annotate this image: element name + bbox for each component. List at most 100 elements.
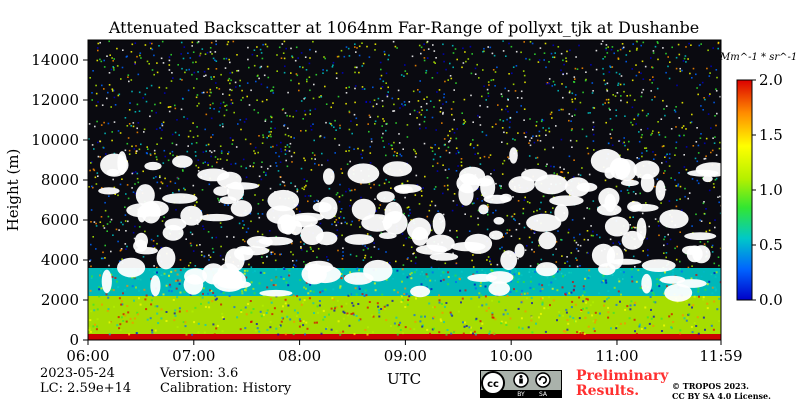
noise-dot — [162, 162, 165, 164]
noise-dot — [714, 219, 716, 221]
noise-dot — [575, 56, 577, 58]
layer-speckle — [629, 308, 632, 311]
layer-speckle — [663, 324, 666, 327]
noise-dot — [111, 139, 113, 142]
noise-dot — [455, 170, 458, 172]
noise-dot — [632, 43, 634, 45]
noise-dot — [455, 147, 458, 149]
layer-speckle — [459, 289, 462, 292]
layer-speckle — [304, 333, 306, 336]
noise-dot — [674, 247, 676, 250]
noise-dot — [488, 156, 490, 159]
layer-speckle — [253, 270, 256, 273]
noise-dot — [509, 121, 511, 123]
layer-speckle — [592, 301, 595, 304]
layer-speckle — [566, 319, 569, 322]
noise-dot — [522, 212, 524, 215]
noise-dot — [494, 71, 497, 73]
noise-dot — [277, 170, 280, 172]
noise-dot — [486, 88, 489, 91]
layer-speckle — [490, 269, 493, 272]
noise-dot — [537, 139, 539, 142]
layer-speckle — [305, 321, 308, 324]
layer-speckle — [552, 275, 555, 278]
noise-dot — [589, 112, 591, 114]
noise-dot — [495, 182, 497, 185]
noise-dot — [445, 149, 448, 152]
noise-dot — [477, 223, 480, 226]
layer-speckle — [520, 274, 523, 277]
noise-dot — [345, 150, 347, 152]
noise-dot — [322, 69, 324, 71]
layer-speckle — [373, 282, 376, 285]
noise-dot — [512, 66, 515, 68]
layer-speckle — [121, 303, 124, 306]
noise-dot — [476, 144, 479, 147]
noise-dot — [410, 246, 413, 248]
noise-dot — [361, 42, 363, 44]
noise-dot — [510, 45, 513, 48]
layer-speckle — [316, 305, 319, 308]
noise-dot — [254, 146, 257, 149]
noise-dot — [209, 47, 212, 49]
noise-dot — [486, 259, 488, 261]
noise-dot — [635, 49, 638, 51]
layer-speckle — [644, 306, 647, 309]
noise-dot — [450, 77, 453, 80]
layer-speckle — [532, 288, 535, 290]
noise-dot — [261, 213, 264, 215]
noise-dot — [303, 261, 305, 263]
noise-dot — [91, 92, 93, 94]
noise-dot — [335, 77, 338, 79]
noise-dot — [718, 264, 720, 267]
layer-speckle — [298, 325, 301, 328]
noise-dot — [234, 81, 237, 84]
layer-speckle — [116, 280, 118, 283]
layer-speckle — [515, 270, 518, 273]
layer-speckle — [523, 292, 526, 295]
noise-dot — [135, 145, 137, 147]
noise-dot — [592, 230, 594, 233]
layer-speckle — [393, 289, 396, 292]
layer-speckle — [258, 282, 261, 285]
layer-speckle — [207, 292, 210, 295]
noise-dot — [348, 150, 350, 152]
layer-speckle — [539, 312, 542, 315]
noise-dot — [635, 74, 638, 77]
noise-dot — [571, 128, 573, 130]
noise-dot — [704, 157, 707, 160]
noise-dot — [402, 244, 405, 247]
layer-speckle — [296, 295, 299, 298]
layer-speckle — [521, 327, 524, 330]
noise-dot — [619, 243, 621, 245]
layer-speckle — [221, 316, 224, 319]
layer-speckle — [549, 304, 551, 307]
noise-dot — [227, 204, 229, 206]
noise-dot — [334, 221, 336, 223]
noise-dot — [418, 91, 421, 93]
cloud-patch — [300, 224, 324, 246]
noise-dot — [624, 144, 626, 147]
noise-dot — [385, 72, 388, 75]
noise-dot — [604, 83, 607, 86]
layer-speckle — [634, 301, 637, 304]
noise-dot — [464, 213, 466, 215]
noise-dot — [662, 145, 665, 147]
noise-dot — [106, 230, 108, 232]
noise-dot — [414, 64, 417, 67]
layer-speckle — [253, 292, 256, 295]
layer-speckle — [582, 287, 585, 290]
cc-license-icon: cc BY SA — [480, 370, 562, 398]
noise-dot — [472, 254, 474, 256]
noise-dot — [214, 156, 217, 158]
noise-dot — [103, 121, 105, 124]
noise-dot — [153, 247, 156, 249]
noise-dot — [691, 77, 693, 79]
noise-dot — [579, 101, 582, 104]
layer-speckle — [401, 268, 404, 271]
noise-dot — [304, 113, 307, 116]
noise-dot — [126, 184, 129, 186]
noise-dot — [181, 169, 184, 171]
noise-dot — [581, 67, 584, 69]
layer-speckle — [263, 294, 266, 297]
